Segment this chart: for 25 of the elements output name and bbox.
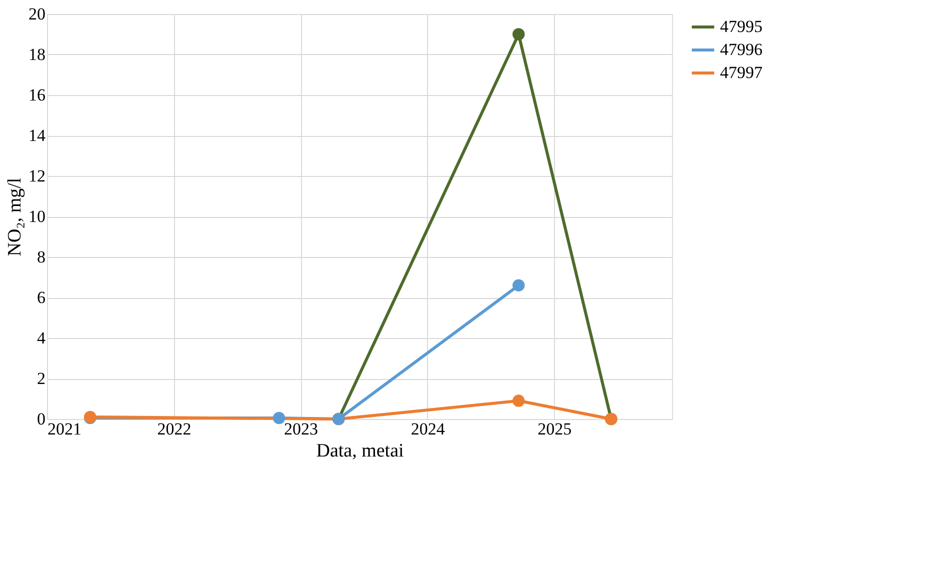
x-tick-label: 2022 <box>157 420 192 438</box>
y-tick-label: 14 <box>28 126 46 145</box>
legend-label: 47996 <box>720 40 762 59</box>
y-tick-label: 8 <box>37 248 46 266</box>
y-tick-label: 6 <box>37 288 46 307</box>
y-tick-label: 4 <box>37 328 46 348</box>
point <box>272 412 286 424</box>
y-tick-label: 12 <box>28 166 46 186</box>
x-tick-label: 2024 <box>410 420 446 438</box>
point <box>512 279 525 292</box>
y-tick-label: 0 <box>37 410 46 428</box>
x-axis-title: Data, metai <box>316 440 404 462</box>
legend-label: 47995 <box>720 17 762 36</box>
y-tick-label: 18 <box>28 45 46 64</box>
x-tick-label: 2023 <box>284 420 318 438</box>
x-tick-label: 2025 <box>538 420 572 438</box>
y-tick-label: 2 <box>37 369 46 388</box>
point <box>512 28 525 40</box>
point <box>512 394 525 407</box>
legend-label: 47997 <box>720 63 763 82</box>
x-tick-label: 2021 <box>48 420 82 438</box>
y-tick-label: 16 <box>28 86 46 104</box>
y-axis-title: NO₂, mg/l <box>4 178 26 256</box>
y-tick-label: 10 <box>28 207 46 226</box>
y-tick-label: 20 <box>28 4 46 24</box>
